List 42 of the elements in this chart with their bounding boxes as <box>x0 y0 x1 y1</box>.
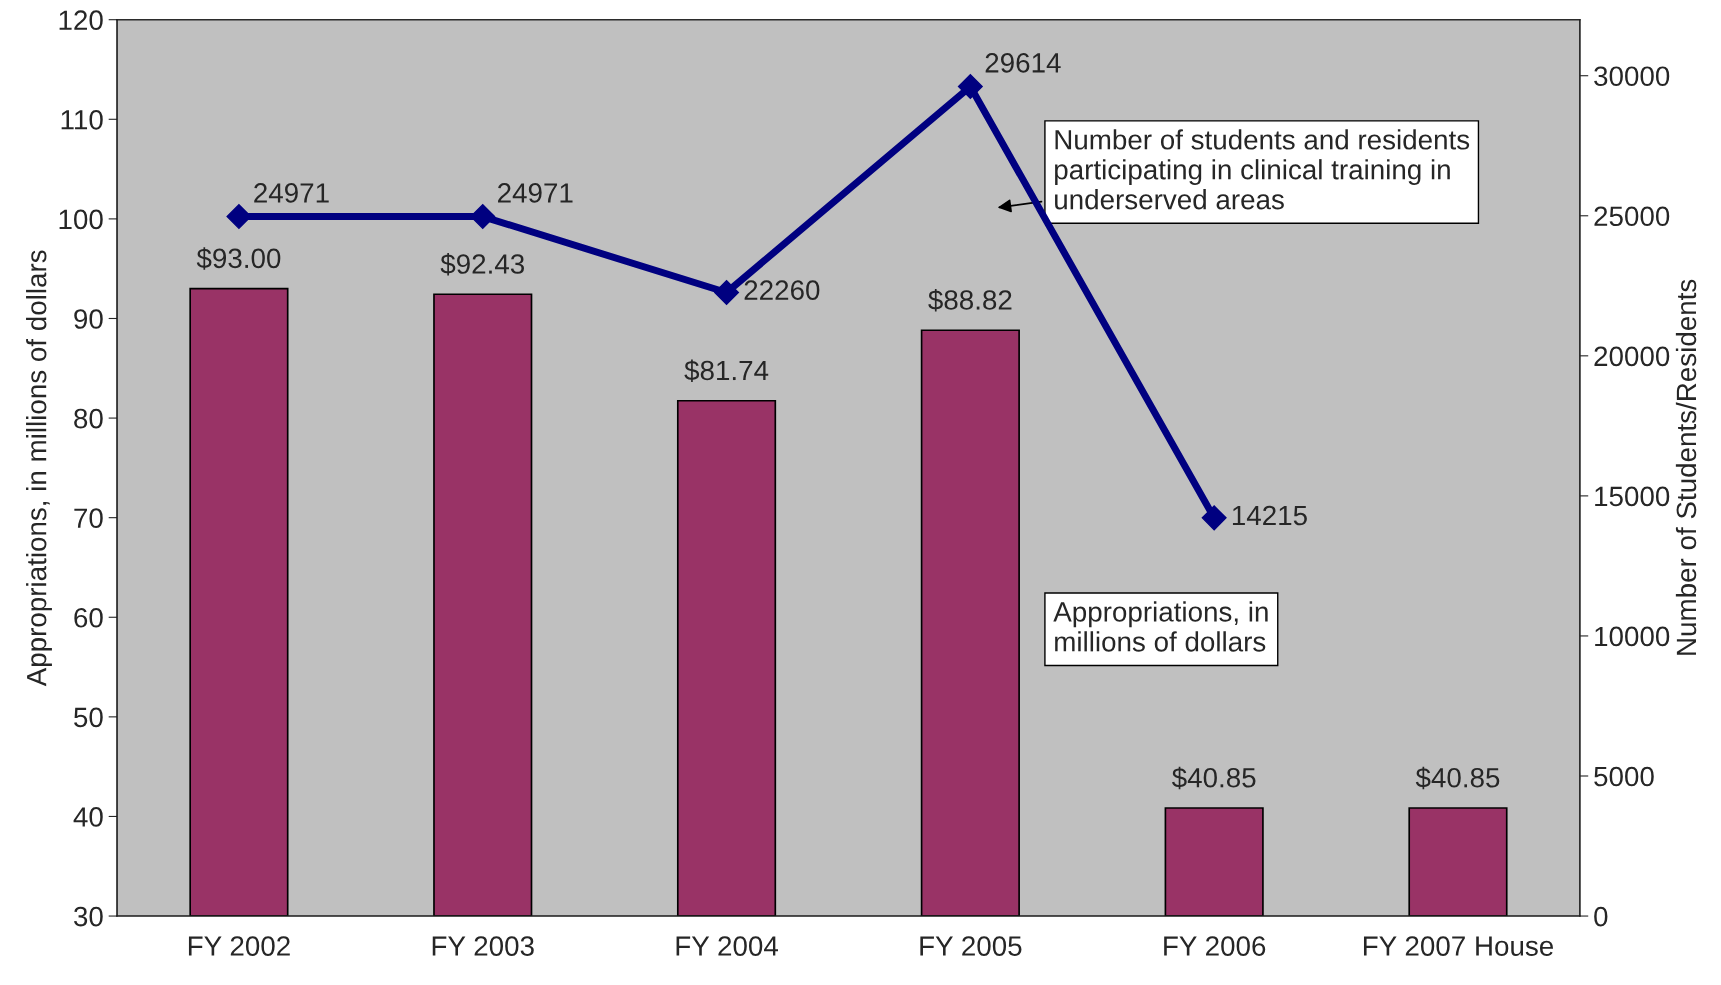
y-tick-label: 60 <box>74 607 103 628</box>
x-tick-label: FY 2006 <box>1164 936 1266 956</box>
point <box>714 280 740 306</box>
y2-tick-label: 5000 <box>1594 766 1654 787</box>
annotation: Number of students and residents participating in clinical training in underserved areas <box>1055 129 1470 210</box>
x-tick-label: FY 2005 <box>920 936 1022 956</box>
y2-tick-label: 25000 <box>1594 206 1670 227</box>
point <box>1201 505 1227 531</box>
y-tick-label: 50 <box>74 707 103 728</box>
data-label: 29614 <box>985 53 1061 73</box>
data-label: 24971 <box>498 183 573 203</box>
y-tick-label: 80 <box>74 408 103 429</box>
point <box>957 74 983 100</box>
x-tick-label: FY 2002 <box>188 936 290 956</box>
data-label: $88.82 <box>928 288 1012 312</box>
y-tick-label: 90 <box>74 309 103 329</box>
y2-tick-label: 20000 <box>1594 346 1670 367</box>
y2-axis-title: Number of Students/Residents <box>1675 279 1697 655</box>
data-label: $81.74 <box>684 359 769 382</box>
x-tick-label: FY 2004 <box>676 936 778 956</box>
x-tick-label: FY 2003 <box>432 936 534 956</box>
y2-tick-label: 15000 <box>1595 486 1670 507</box>
data-label: 22260 <box>744 280 820 300</box>
y-axis-title: Appropriations, in millions of dollars <box>26 250 52 687</box>
y-tick-label: 30 <box>74 906 103 927</box>
data-label: 14215 <box>1232 505 1307 526</box>
data-label: 24971 <box>254 183 329 203</box>
y2-tick-label: 10000 <box>1595 626 1670 647</box>
y-tick-label: 100 <box>59 209 103 230</box>
y-tick-label: 110 <box>61 109 103 130</box>
data-label: $92.43 <box>440 253 524 276</box>
y-tick-label: 70 <box>74 508 103 529</box>
y-tick-label: 40 <box>73 807 103 827</box>
data-label: $93.00 <box>196 247 281 270</box>
x-tick-label: FY 2007 House <box>1363 936 1554 956</box>
point <box>470 204 496 230</box>
annotation: Appropriations, in millions of dollars <box>1053 601 1268 652</box>
data-label: $40.85 <box>1171 766 1256 790</box>
y2-tick-label: 30000 <box>1594 66 1670 87</box>
y2-tick-label: 0 <box>1594 906 1608 927</box>
y-tick-label: 120 <box>59 10 103 31</box>
data-label: $40.85 <box>1415 766 1500 790</box>
